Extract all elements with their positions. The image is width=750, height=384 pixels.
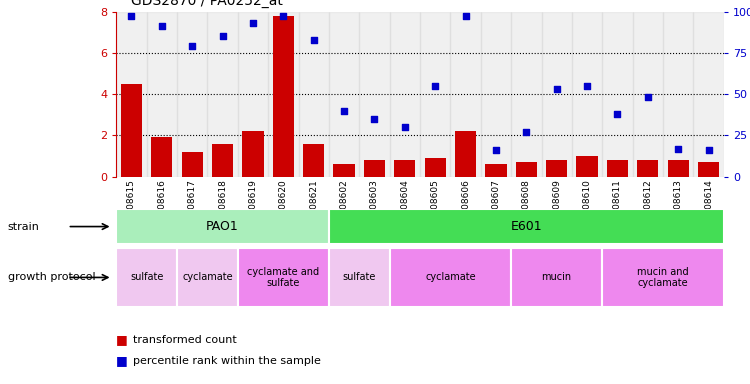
Bar	[512, 248, 602, 307]
Text: cyclamate and
sulfate: cyclamate and sulfate	[248, 266, 320, 288]
Bar	[455, 131, 476, 177]
Text: GDS2870 / PA0252_at: GDS2870 / PA0252_at	[131, 0, 284, 8]
Bar	[116, 248, 177, 307]
Bar	[663, 12, 693, 177]
Bar	[572, 12, 602, 177]
Bar	[182, 152, 203, 177]
Point	[460, 13, 472, 20]
Bar	[390, 248, 512, 307]
Bar	[364, 160, 385, 177]
Bar	[303, 144, 324, 177]
Bar	[632, 12, 663, 177]
Bar	[638, 160, 658, 177]
Point	[278, 13, 290, 20]
Bar	[693, 12, 724, 177]
Bar	[607, 160, 628, 177]
Bar	[516, 162, 537, 177]
Text: strain: strain	[8, 222, 39, 232]
Point	[703, 147, 715, 153]
Bar	[238, 12, 268, 177]
Point	[581, 83, 593, 89]
Bar	[121, 84, 142, 177]
Bar	[602, 248, 724, 307]
Bar	[512, 12, 542, 177]
Point	[125, 13, 137, 20]
Point	[338, 108, 350, 114]
Bar	[424, 158, 445, 177]
Point	[247, 20, 259, 26]
Bar	[207, 12, 238, 177]
Point	[217, 33, 229, 40]
Text: percentile rank within the sample: percentile rank within the sample	[133, 356, 321, 366]
Point	[156, 23, 168, 30]
Bar	[334, 164, 355, 177]
Bar	[450, 12, 481, 177]
Bar	[481, 12, 512, 177]
Bar	[116, 12, 147, 177]
Bar	[542, 12, 572, 177]
Bar	[298, 12, 328, 177]
Bar	[273, 16, 294, 177]
Bar	[328, 209, 724, 244]
Bar	[152, 137, 172, 177]
Point	[520, 129, 532, 135]
Text: sulfate: sulfate	[343, 272, 376, 283]
Bar	[420, 12, 450, 177]
Text: cyclamate: cyclamate	[425, 272, 476, 283]
Bar	[546, 160, 567, 177]
Bar	[668, 160, 688, 177]
Text: mucin and
cyclamate: mucin and cyclamate	[638, 266, 688, 288]
Text: ■: ■	[116, 354, 128, 367]
Bar	[577, 156, 598, 177]
Point	[368, 116, 380, 122]
Text: PAO1: PAO1	[206, 220, 239, 233]
Text: sulfate: sulfate	[130, 272, 164, 283]
Text: transformed count: transformed count	[133, 335, 236, 345]
Bar	[116, 209, 328, 244]
Point	[642, 94, 654, 101]
Bar	[359, 12, 390, 177]
Point	[399, 124, 411, 130]
Bar	[328, 12, 359, 177]
Text: mucin: mucin	[542, 272, 572, 283]
Text: ■: ■	[116, 333, 128, 346]
Point	[186, 43, 198, 49]
Point	[490, 147, 502, 153]
Bar	[177, 12, 207, 177]
Point	[672, 146, 684, 152]
Bar	[394, 160, 416, 177]
Bar	[268, 12, 298, 177]
Bar	[212, 144, 233, 177]
Bar	[238, 248, 328, 307]
Point	[429, 83, 441, 89]
Text: growth protocol: growth protocol	[8, 272, 95, 283]
Text: cyclamate: cyclamate	[182, 272, 232, 283]
Point	[611, 111, 623, 117]
Bar	[698, 162, 719, 177]
Point	[308, 36, 320, 43]
Bar	[602, 12, 632, 177]
Point	[550, 86, 562, 92]
Text: E601: E601	[511, 220, 542, 233]
Bar	[390, 12, 420, 177]
Bar	[485, 164, 506, 177]
Bar	[242, 131, 263, 177]
Bar	[177, 248, 238, 307]
Bar	[328, 248, 390, 307]
Bar	[147, 12, 177, 177]
